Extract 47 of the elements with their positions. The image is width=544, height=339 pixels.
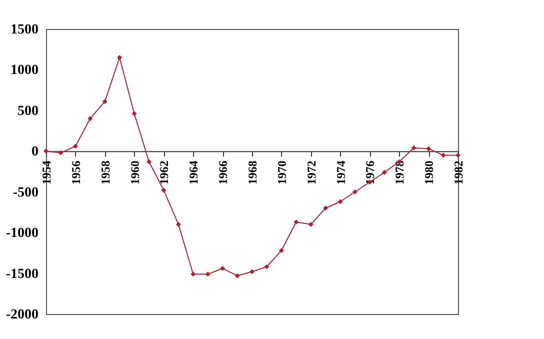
point: [132, 111, 137, 116]
point: [102, 98, 108, 104]
x-tick-label: 1966: [216, 160, 230, 185]
x-tick-label: 1974: [334, 160, 348, 185]
point: [264, 264, 270, 270]
point: [176, 222, 181, 227]
point: [161, 188, 166, 193]
y-tick-label: 500: [18, 104, 38, 119]
point: [278, 248, 284, 253]
point: [338, 199, 343, 204]
x-tick-label: 1982: [452, 160, 466, 185]
y-tick-label: 1500: [10, 22, 38, 38]
point: [88, 116, 93, 122]
point: [44, 148, 48, 154]
point: [382, 170, 387, 175]
y-tick-label: -2000: [6, 308, 38, 322]
point: [323, 206, 328, 211]
point: [72, 144, 78, 149]
point: [411, 145, 416, 150]
point: [117, 55, 122, 60]
point: [440, 152, 446, 158]
x-tick-label: 1956: [68, 160, 83, 185]
point: [308, 222, 314, 227]
x-tick-label: 1954: [40, 160, 54, 185]
x-tick-label: 1968: [246, 160, 260, 185]
y-tick-label: -1500: [6, 266, 38, 282]
point: [205, 272, 210, 277]
y-tick-label: -1000: [6, 226, 38, 242]
point: [250, 269, 254, 274]
x-tick-label: 1958: [98, 160, 112, 185]
point: [294, 219, 299, 224]
x-tick-label: 1972: [304, 160, 318, 185]
x-tick-label: 1964: [186, 160, 201, 185]
x-tick-label: 1960: [128, 160, 142, 185]
y-tick-label: 0: [32, 144, 38, 160]
point: [190, 272, 196, 277]
x-tick-label: 1962: [157, 160, 172, 185]
point: [234, 273, 240, 278]
x-tick-label: 1980: [422, 160, 436, 185]
y-tick-label: -500: [12, 185, 38, 200]
point: [426, 146, 432, 152]
point: [220, 266, 226, 271]
point: [146, 159, 152, 164]
point: [352, 189, 358, 194]
y-tick-label: 1000: [10, 63, 38, 78]
x-tick-label: 1970: [274, 160, 289, 185]
point: [58, 150, 64, 156]
